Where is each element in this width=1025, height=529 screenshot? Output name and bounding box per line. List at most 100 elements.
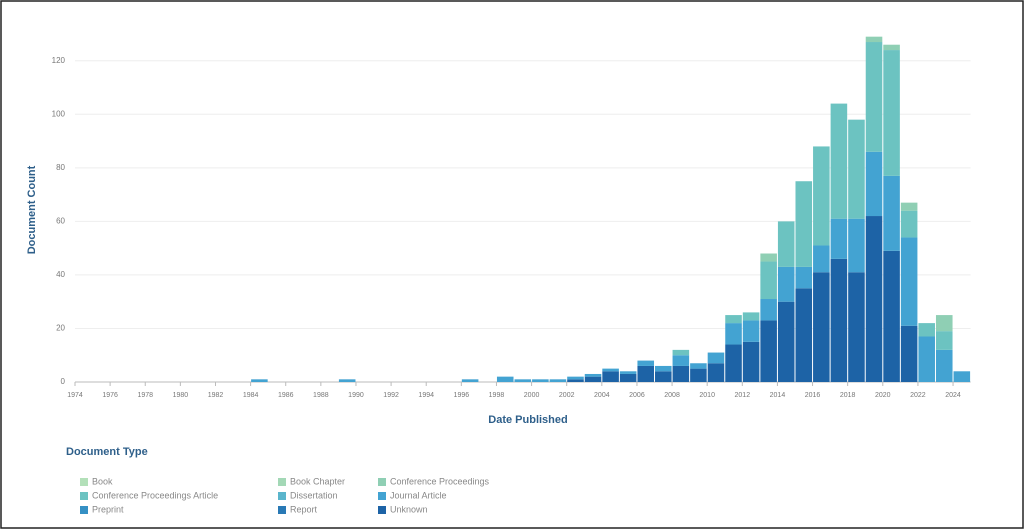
legend-label: Dissertation	[290, 490, 338, 500]
bar-segment	[935, 315, 953, 332]
bar-segment	[900, 210, 918, 238]
bar-segment	[813, 272, 830, 382]
legend-swatch	[80, 492, 88, 500]
x-tick-label: 2000	[524, 392, 540, 399]
bar-segment	[953, 371, 971, 382]
bar-segment	[251, 379, 268, 382]
legend-swatch	[278, 492, 286, 500]
bar-segment	[707, 363, 725, 382]
legend-label: Journal Article	[390, 490, 447, 500]
x-tick-label: 1996	[454, 392, 470, 399]
legend-swatch	[378, 506, 386, 514]
bar-segment	[619, 371, 637, 374]
x-tick-label: 1986	[278, 392, 294, 399]
bar-segment	[672, 365, 690, 382]
legend-swatch	[378, 492, 386, 500]
legend-swatch	[378, 478, 386, 486]
bar-segment	[584, 376, 602, 382]
legend-swatch	[278, 506, 286, 514]
bar-segment	[742, 341, 760, 382]
bar-segment	[918, 323, 935, 337]
bar-segment	[690, 363, 707, 369]
bar-segment	[672, 355, 690, 366]
bar-segment	[883, 50, 900, 176]
bar-segment	[742, 320, 760, 342]
bar-segment	[760, 299, 777, 321]
bar-segment	[900, 237, 918, 326]
bar-segment	[338, 379, 356, 382]
x-tick-label: 1988	[313, 392, 329, 399]
bar-segment	[848, 119, 865, 219]
legend-label: Report	[290, 504, 318, 514]
legend-label: Conference Proceedings	[390, 476, 490, 486]
legend-label: Book Chapter	[290, 476, 345, 486]
x-tick-label: 2024	[945, 392, 961, 399]
bar-segment	[795, 266, 813, 289]
x-tick-label: 1998	[489, 392, 505, 399]
legend-label: Conference Proceedings Article	[92, 490, 218, 500]
x-tick-label: 2008	[664, 392, 680, 399]
bar-segment	[707, 352, 725, 364]
legend-label: Book	[92, 476, 113, 486]
bar-segment	[690, 368, 707, 382]
bar-segment	[655, 365, 672, 372]
x-tick-label: 1980	[173, 392, 189, 399]
legend-swatch	[80, 506, 88, 514]
bar-segment	[514, 379, 532, 382]
bar-segment	[935, 349, 953, 382]
bar-segment	[848, 218, 865, 273]
bar-segment	[918, 336, 935, 382]
bar-segment	[760, 253, 777, 262]
bar-segment	[532, 379, 549, 382]
y-tick-label: 60	[56, 216, 65, 225]
bar-segment	[637, 365, 655, 382]
y-tick-label: 120	[52, 56, 66, 65]
x-axis-title: Date Published	[488, 414, 567, 426]
bar-segment	[900, 202, 918, 211]
bar-segment	[883, 175, 900, 251]
legend-label: Preprint	[92, 504, 124, 514]
bar-segment	[461, 379, 479, 382]
bar-segment	[760, 320, 777, 382]
x-tick-label: 2022	[910, 392, 926, 399]
y-tick-label: 40	[56, 270, 65, 279]
bar-segment	[725, 315, 742, 324]
bar-segment	[760, 261, 777, 300]
x-tick-label: 2010	[699, 392, 715, 399]
bar-segment	[584, 373, 602, 377]
bar-segment	[496, 376, 514, 382]
bar-segment	[725, 323, 742, 345]
x-tick-label: 2004	[594, 392, 610, 399]
x-tick-label: 2002	[559, 392, 575, 399]
bar-segment	[935, 331, 953, 350]
x-tick-label: 2018	[840, 392, 856, 399]
x-tick-label: 2016	[805, 392, 821, 399]
y-tick-label: 100	[52, 109, 66, 118]
legend-title: Document Type	[66, 446, 148, 458]
legend-swatch	[278, 478, 286, 486]
bar-segment	[813, 146, 830, 246]
bar-segment	[830, 218, 848, 259]
legend-label: Unknown	[390, 504, 428, 514]
bar-segment	[777, 266, 795, 302]
x-tick-label: 2012	[735, 392, 751, 399]
bar-segment	[619, 373, 637, 382]
bar-segment	[865, 36, 883, 43]
bar-segment	[848, 272, 865, 382]
bar-segment	[883, 250, 900, 382]
x-tick-label: 2006	[629, 392, 645, 399]
bar-segment	[549, 379, 567, 382]
bar-segment	[567, 379, 584, 382]
bar-segment	[865, 216, 883, 382]
bar-segment	[567, 376, 584, 380]
x-tick-label: 1982	[208, 392, 224, 399]
bar-segment	[742, 312, 760, 321]
bar-segment	[883, 44, 900, 51]
bar-segment	[777, 221, 795, 267]
bar-segment	[865, 151, 883, 217]
bar-segment	[602, 368, 619, 372]
x-tick-label: 1992	[383, 392, 399, 399]
y-tick-label: 80	[56, 163, 65, 172]
bar-segment	[813, 245, 830, 273]
